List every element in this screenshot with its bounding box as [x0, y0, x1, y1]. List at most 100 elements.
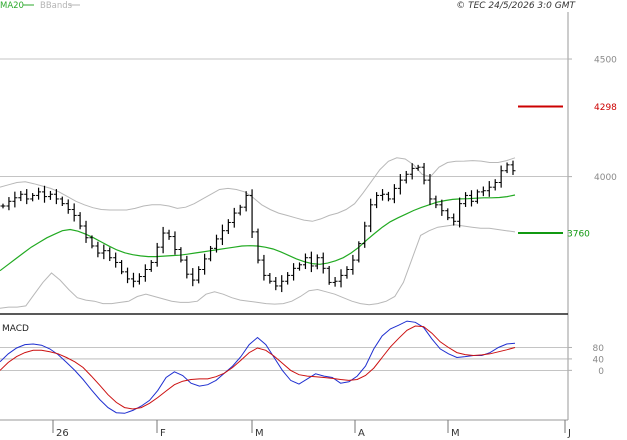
price-bar — [119, 260, 125, 275]
price-bar — [474, 189, 480, 204]
price-bar — [385, 191, 391, 202]
price-bar — [374, 192, 380, 209]
price-bar — [486, 181, 492, 197]
price-bar — [326, 265, 332, 285]
price-bar — [237, 204, 243, 216]
price-bar — [297, 262, 303, 271]
price-bar — [136, 273, 142, 285]
price-bar — [314, 254, 320, 270]
price-bar — [302, 253, 308, 270]
macd-y-tick-label: 40 — [593, 355, 605, 365]
price-bar — [36, 187, 42, 200]
price-bar — [125, 267, 131, 284]
price-bar — [427, 174, 433, 206]
price-y-axis: 4500 4000 — [568, 56, 617, 183]
price-bar — [166, 229, 172, 240]
legend-ma20: MA20 — [0, 1, 24, 11]
price-bar — [208, 245, 214, 262]
price-bar — [415, 164, 421, 171]
price-bar — [397, 174, 403, 195]
price-bar — [391, 184, 397, 204]
macd-title: MACD — [2, 324, 29, 334]
price-bar — [89, 235, 95, 249]
price-bar — [279, 275, 285, 293]
price-bar — [59, 196, 65, 207]
price-bar — [231, 207, 237, 228]
price-bar — [47, 190, 53, 200]
price-bar — [190, 268, 196, 287]
price-bar — [338, 269, 344, 288]
x-tick-label: 26 — [56, 428, 69, 439]
price-bar — [77, 212, 83, 230]
price-bar — [24, 189, 30, 205]
price-bar — [107, 247, 113, 262]
price-panel: 4500 4000 4298 3760 — [0, 56, 617, 309]
x-tick-label: M — [255, 428, 264, 439]
price-bar — [356, 241, 362, 263]
price-bar — [225, 219, 231, 234]
price-bar — [445, 208, 451, 221]
price-bar — [409, 163, 415, 180]
price-bar — [504, 162, 510, 174]
price-bar — [71, 203, 77, 222]
price-bar — [130, 272, 136, 288]
price-bar — [65, 199, 71, 214]
price-bar — [350, 254, 356, 275]
x-tick-label: M — [451, 428, 460, 439]
price-bar — [178, 247, 184, 263]
price-bar — [113, 252, 119, 268]
price-bar — [213, 234, 219, 253]
price-bar — [308, 251, 314, 273]
x-tick-label: J — [567, 428, 571, 439]
price-bar — [273, 277, 279, 291]
price-bar — [285, 272, 291, 285]
price-bar — [0, 203, 6, 209]
price-bar — [249, 189, 255, 238]
price-bar — [18, 190, 24, 202]
bollinger-upper-band — [0, 157, 516, 222]
price-bar — [243, 191, 249, 212]
price-bar — [368, 198, 374, 233]
price-bar — [95, 241, 101, 258]
price-bar — [219, 224, 225, 246]
price-bars — [0, 160, 516, 293]
support-level-label: 3760 — [567, 230, 590, 240]
price-bar — [148, 260, 154, 272]
price-bar — [6, 197, 12, 211]
price-bar — [53, 189, 59, 205]
price-bar — [255, 228, 261, 264]
price-bar — [184, 255, 190, 279]
x-axis-months: 26 F M A M J — [52, 420, 571, 439]
price-bar — [457, 197, 463, 228]
price-bar — [433, 195, 439, 209]
price-bar — [480, 186, 486, 197]
resistance-level-label: 4298 — [594, 103, 617, 113]
price-levels: 4298 3760 — [518, 103, 617, 240]
price-bar — [498, 165, 504, 188]
macd-y-tick-label: 80 — [593, 344, 605, 354]
price-bar — [320, 252, 326, 274]
price-bar — [30, 193, 36, 202]
legend-bbands: BBands — [40, 1, 73, 11]
price-bar — [403, 170, 409, 184]
price-bar — [451, 213, 457, 226]
copyright-notice: © TEC 24/5/2026 3:0 GMT — [456, 1, 576, 11]
price-bar — [196, 266, 202, 284]
price-bar — [261, 254, 267, 281]
price-bar — [362, 221, 368, 248]
price-gridlines — [0, 58, 568, 178]
price-bar — [332, 277, 338, 287]
price-bar — [202, 253, 208, 275]
price-bar — [160, 226, 166, 254]
x-tick-label: A — [358, 428, 365, 439]
price-y-tick-label: 4500 — [594, 56, 617, 66]
price-bar — [380, 189, 386, 201]
price-bar — [510, 160, 516, 175]
macd-gridlines — [0, 347, 568, 371]
macd-line — [0, 320, 516, 414]
price-bar — [344, 266, 350, 279]
price-bar — [439, 199, 445, 216]
x-tick-label: F — [160, 428, 166, 439]
